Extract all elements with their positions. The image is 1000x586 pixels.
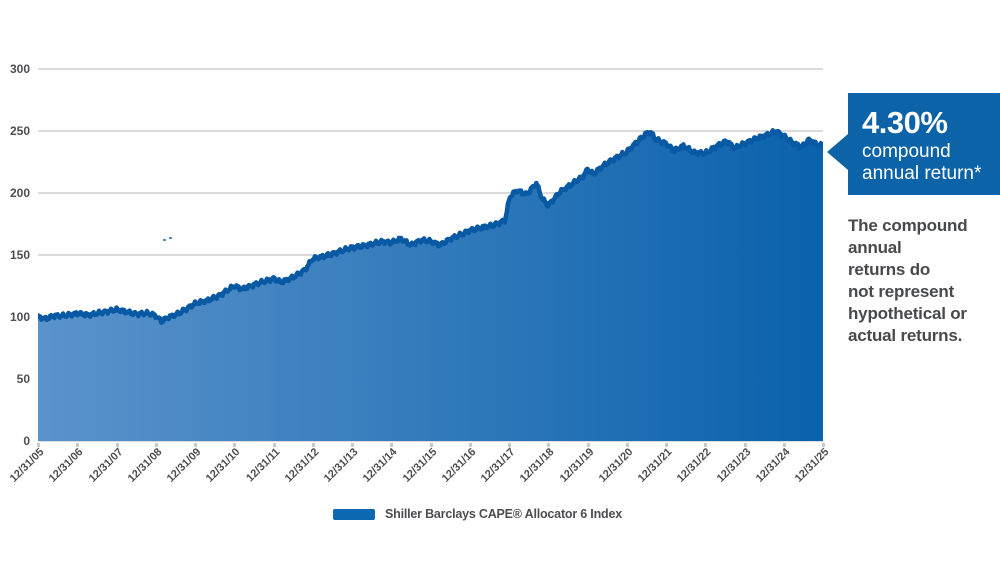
x-axis-tick <box>154 443 158 447</box>
legend-swatch <box>333 508 375 520</box>
gridline-250 <box>38 130 823 132</box>
x-axis-tick <box>429 443 433 447</box>
x-axis-tick <box>351 443 354 447</box>
disclaimer-note: The compound annual returns do not repre… <box>848 216 968 345</box>
gridline-300 <box>38 68 823 70</box>
x-axis-tick <box>547 443 551 447</box>
x-axis-tick <box>272 443 276 447</box>
callout-arrow <box>827 134 848 170</box>
x-axis-tick <box>115 443 119 447</box>
legend: Shiller Barclays CAPE® Allocator 6 Index <box>333 504 622 524</box>
x-axis-tick <box>468 443 472 447</box>
gridline-200 <box>38 192 823 194</box>
callout-box: 4.30% compound annual return* <box>848 93 1000 195</box>
y-axis-label: 50 <box>16 372 30 386</box>
x-axis-tick <box>704 443 708 447</box>
y-axis-label: 250 <box>9 124 30 138</box>
y-axis-label: 0 <box>23 434 30 448</box>
x-axis-tick <box>586 443 590 447</box>
stray-dot <box>169 237 172 239</box>
x-axis-tick <box>508 443 511 447</box>
series-line <box>38 128 823 325</box>
x-axis-tick <box>76 443 80 447</box>
x-axis-tick <box>743 443 747 447</box>
x-axis-tick <box>37 443 40 447</box>
x-axis-tick <box>782 443 786 447</box>
y-axis-label: 100 <box>9 310 30 324</box>
x-axis-tick <box>311 443 315 447</box>
callout-label: compound annual return* <box>862 141 982 184</box>
series-area <box>38 130 823 441</box>
y-axis-label: 200 <box>9 186 30 200</box>
stray-dot <box>163 239 166 241</box>
y-axis-label: 150 <box>9 248 30 262</box>
x-axis-tick <box>194 443 197 447</box>
area-chart <box>38 128 823 441</box>
x-axis-tick <box>233 443 237 447</box>
x-axis-tick <box>665 443 668 447</box>
legend-label: Shiller Barclays CAPE® Allocator 6 Index <box>385 507 622 521</box>
gridline-0 <box>38 440 823 442</box>
x-axis-tick <box>822 443 825 447</box>
x-axis-tick <box>390 443 394 447</box>
x-axis-tick <box>625 443 629 447</box>
callout-value: 4.30% <box>862 105 948 140</box>
y-axis-label: 300 <box>9 62 30 76</box>
